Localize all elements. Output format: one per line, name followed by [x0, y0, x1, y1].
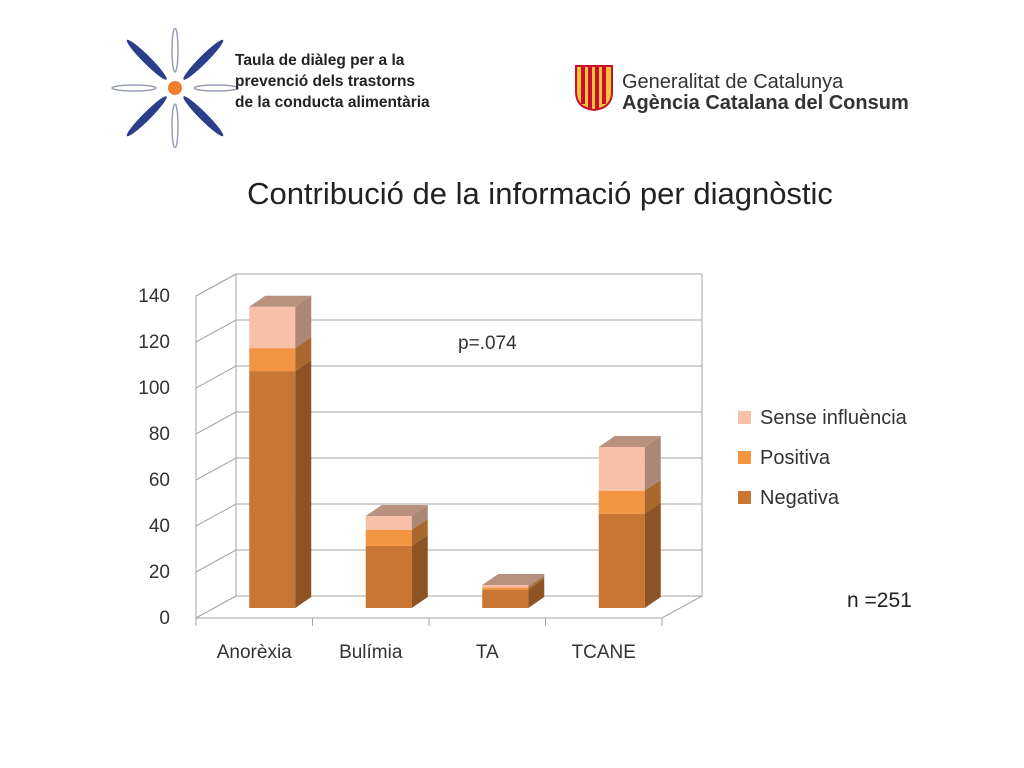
bar-side — [644, 436, 661, 491]
bar-side — [644, 479, 661, 514]
gridline-side — [195, 549, 237, 573]
bar-side — [528, 578, 545, 608]
bar-segment-negativa — [482, 589, 529, 608]
bar-segment-sense-influència — [249, 306, 296, 349]
logo-taula-text: Taula de diàleg per a la prevenció dels … — [235, 50, 430, 113]
sample-size-label: n =251 — [847, 589, 912, 612]
logo-generalitat: Generalitat de Catalunya Agència Catalan… — [574, 64, 934, 124]
gridline-side — [195, 273, 237, 297]
dot-burst-icon — [111, 27, 239, 149]
y-tick-label: 40 — [149, 516, 170, 537]
bar-segment-sense-influència — [482, 585, 529, 588]
y-tick-label: 80 — [149, 424, 170, 445]
bar-segment-positiva — [482, 587, 529, 590]
logo-taula-line: prevenció dels trastorns — [235, 73, 416, 90]
bar-top — [365, 505, 428, 516]
logo-taula-line: de la conducta alimentària — [235, 94, 430, 111]
x-tick-label: Anorèxia — [217, 642, 292, 663]
x-tick-label: Bulímia — [339, 642, 403, 663]
bar-side — [411, 534, 428, 608]
x-tick-label: TA — [476, 642, 499, 663]
bar-segment-positiva — [365, 529, 412, 546]
y-tick-label: 60 — [149, 470, 170, 491]
chart-title: Contribució de la informació per diagnòs… — [247, 176, 833, 211]
bar-segment-negativa — [249, 371, 296, 608]
bar-side — [528, 574, 545, 588]
gridline-side — [195, 319, 237, 343]
legend-swatch — [738, 491, 751, 504]
x-tick-label: TCANE — [572, 642, 636, 663]
bar-side — [411, 518, 428, 546]
legend-swatch — [738, 451, 751, 464]
y-tick-label: 120 — [138, 332, 170, 353]
logo-generalitat-line2: Agència Catalana del Consum — [622, 92, 909, 114]
gridline-side — [195, 457, 237, 481]
plot-side-wall — [195, 273, 237, 619]
bar-side — [295, 360, 312, 608]
bar-side — [644, 502, 661, 608]
bar-top — [249, 295, 312, 307]
y-tick-label: 140 — [138, 286, 170, 307]
plot-floor — [195, 595, 703, 619]
bar-segment-negativa — [365, 545, 412, 608]
senyera-icon — [575, 65, 613, 112]
gridline-side — [195, 365, 237, 389]
bar-top — [482, 574, 545, 585]
bar-segment-negativa — [598, 513, 645, 608]
logo-generalitat-line1: Generalitat de Catalunya — [622, 71, 844, 93]
legend-label: Sense influència — [760, 407, 908, 429]
bar-side — [295, 337, 312, 372]
bar-segment-positiva — [598, 490, 645, 514]
bar-side — [528, 576, 545, 590]
logo-generalitat-text: Generalitat de Catalunya Agència Catalan… — [622, 72, 909, 114]
bar-segment-sense-influència — [598, 447, 645, 491]
bar-segment-sense-influència — [365, 516, 412, 530]
legend-label: Negativa — [760, 487, 840, 509]
gridline-side — [195, 503, 237, 527]
legend-swatch — [738, 411, 751, 424]
legend-label: Positiva — [760, 447, 831, 469]
bar-segment-positiva — [249, 348, 296, 372]
y-tick-label: 20 — [149, 562, 170, 583]
gridline-side — [195, 411, 237, 435]
bar-top — [598, 436, 661, 447]
bar-side — [411, 505, 428, 530]
logo-taula: Taula de diàleg per a la prevenció dels … — [110, 27, 470, 149]
y-tick-label: 100 — [138, 378, 170, 399]
y-tick-label: 0 — [159, 608, 170, 629]
logo-taula-line: Taula de diàleg per a la — [235, 52, 405, 69]
bar-side — [295, 295, 312, 349]
p-value-label: p=.074 — [458, 333, 517, 354]
